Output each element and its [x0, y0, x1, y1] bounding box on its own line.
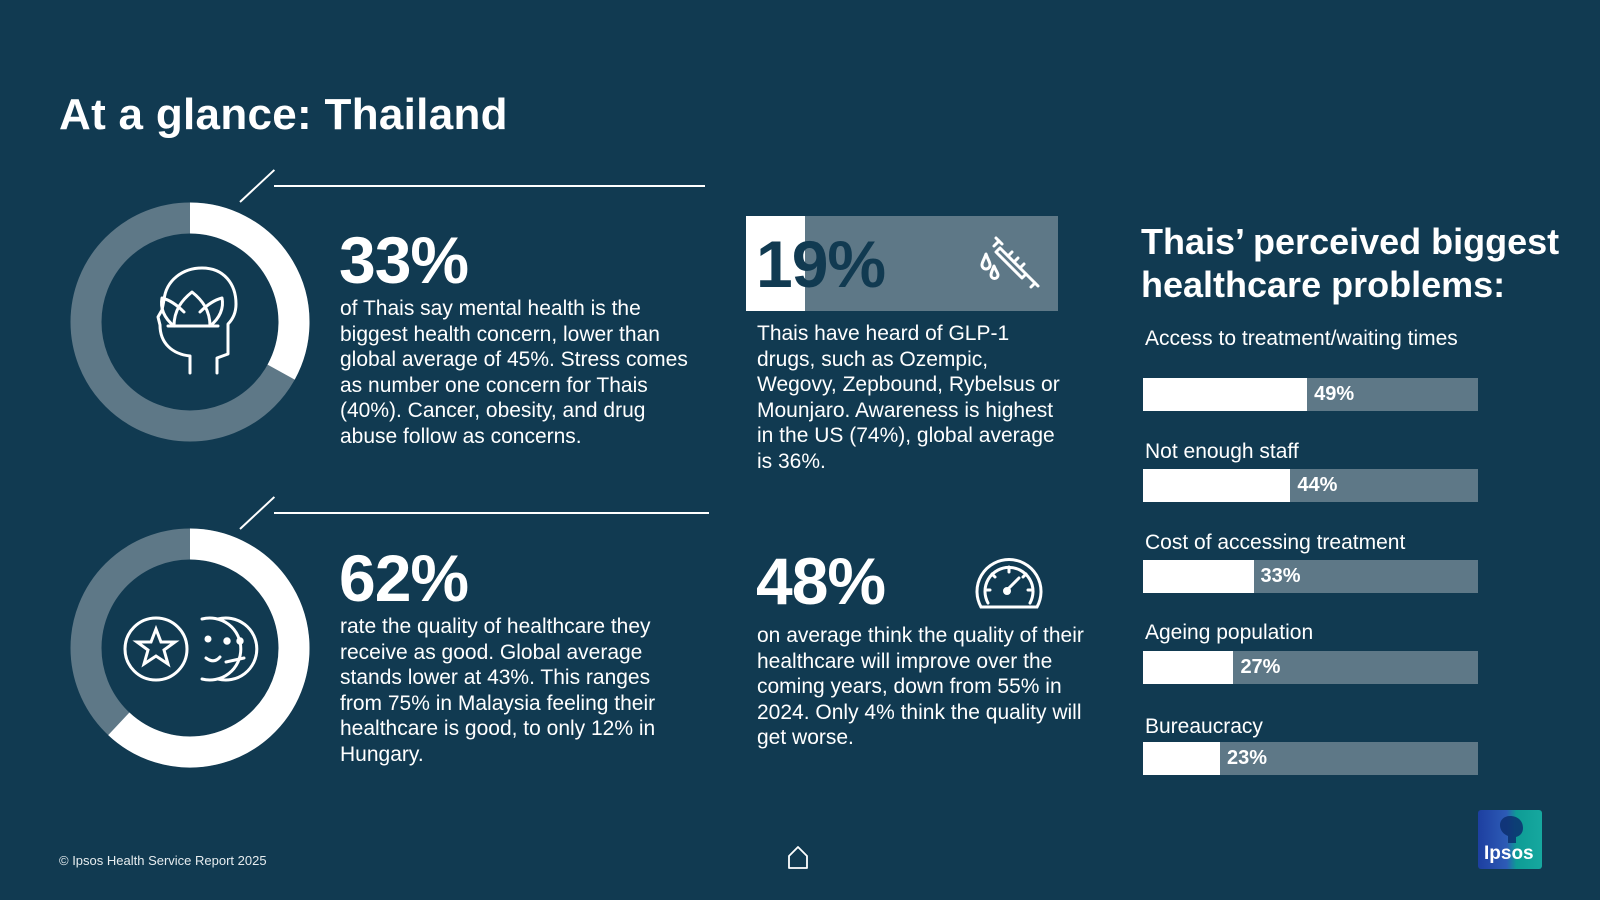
bar-value-label: 27% [1240, 656, 1281, 678]
bar-track: 49% [1143, 378, 1478, 411]
bar-value-label: 33% [1260, 565, 1301, 587]
mental-health-text: of Thais say mental health is the bigges… [340, 297, 688, 448]
bar-value-label: 49% [1314, 383, 1355, 405]
bar-category-label: Not enough staff [1145, 440, 1299, 463]
leader-line-top [274, 185, 705, 187]
bar-value-label: 23% [1227, 747, 1268, 769]
lotus-head-icon [156, 266, 238, 375]
syringe-icon [980, 236, 1040, 289]
bar-track: 27% [1143, 651, 1478, 684]
bar-category-label: Bureaucracy [1145, 715, 1263, 738]
bar-track: 33% [1143, 560, 1478, 593]
speedometer-icon [975, 558, 1043, 609]
quality-good-donut [70, 528, 310, 768]
bar-track: 23% [1143, 742, 1478, 775]
donut-value-arc [189, 202, 310, 380]
leader-line-bottom [274, 512, 709, 514]
quality-good-text: rate the quality of healthcare they rece… [340, 615, 656, 766]
logo-text: Ipsos [1484, 843, 1534, 864]
bar-value-label: 44% [1297, 474, 1338, 496]
glp1-stat: 19% [756, 227, 886, 301]
glp1-bar-fill [746, 216, 806, 311]
mental-health-stat: 33% [339, 223, 469, 297]
bar [1143, 378, 1308, 411]
bar [1143, 469, 1291, 502]
bar [1143, 560, 1254, 593]
home-icon[interactable] [786, 844, 810, 870]
glp1-bar: 19% [746, 216, 1058, 311]
donut-value-arc [108, 528, 310, 768]
bar [1143, 742, 1221, 775]
leader-line-top-diagonal [239, 169, 276, 203]
improve-stat: 48% [756, 544, 886, 618]
bar-category-label: Access to treatment/waiting times [1145, 327, 1458, 350]
mental-health-donut [70, 202, 310, 442]
improve-text: on average think the quality of their he… [757, 624, 1084, 749]
logo-mark [1500, 816, 1523, 843]
glp1-text: Thais have heard of GLP-1 drugs, such as… [757, 322, 1060, 473]
bar-track: 44% [1143, 469, 1478, 502]
leader-line-bottom-diagonal [239, 496, 276, 530]
bar-category-label: Cost of accessing treatment [1145, 531, 1406, 554]
rating-faces-icon [123, 616, 259, 682]
chart-title: Thais’ perceived biggest healthcare prob… [1141, 221, 1560, 305]
quality-good-stat: 62% [339, 541, 469, 615]
footer-copyright: © Ipsos Health Service Report 2025 [59, 853, 267, 868]
bar-category-label: Ageing population [1145, 621, 1314, 644]
ipsos-logo: Ipsos [1478, 810, 1542, 869]
bar [1143, 651, 1234, 684]
page-title: At a glance: Thailand [59, 90, 508, 139]
